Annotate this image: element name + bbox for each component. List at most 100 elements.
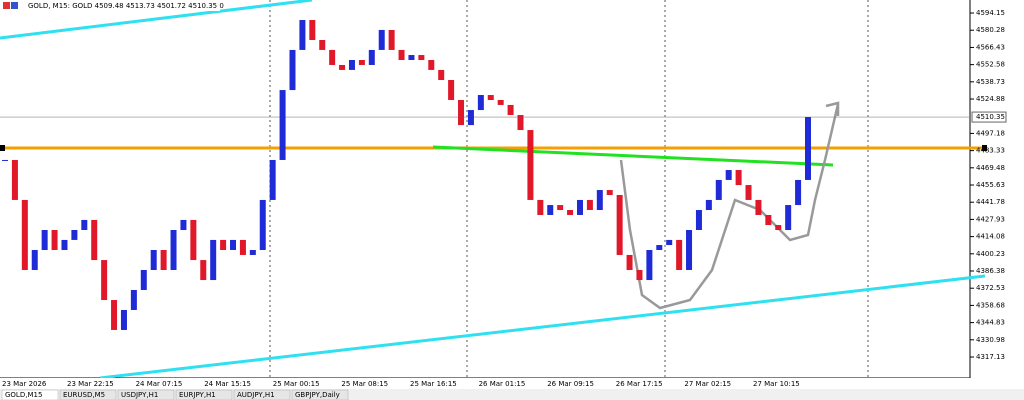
candle (458, 99, 465, 126)
icon (11, 2, 18, 9)
candle (616, 194, 623, 255)
candle (596, 190, 603, 211)
candle (348, 60, 355, 70)
candle (795, 179, 802, 206)
candle (239, 239, 246, 255)
tab-bar (0, 389, 1024, 400)
candle (319, 40, 326, 50)
y-tick-label: 4455.63 (976, 181, 1005, 189)
day-separators (269, 0, 869, 378)
handle (982, 145, 987, 151)
candle (21, 199, 28, 270)
y-tick-label: 4580.28 (976, 26, 1005, 34)
candle (477, 95, 484, 111)
candle (775, 225, 782, 231)
candle (279, 90, 286, 160)
candle (150, 249, 157, 270)
y-tick-label: 4386.38 (976, 267, 1005, 275)
candle (725, 170, 732, 180)
candle (130, 289, 137, 310)
candle (31, 249, 38, 270)
candle (715, 179, 722, 200)
candle (418, 55, 425, 61)
handle (0, 145, 5, 151)
candle (101, 260, 108, 301)
tab[interactable] (233, 389, 291, 400)
candle (805, 117, 811, 180)
candle (61, 239, 68, 250)
candle (71, 230, 78, 240)
tab[interactable] (117, 389, 175, 400)
tab[interactable] (291, 389, 349, 400)
current-price-box (971, 111, 1007, 123)
tab-label: AUDJPY,H1 (237, 391, 275, 399)
candle (358, 60, 365, 65)
candle (180, 219, 187, 231)
candle (299, 20, 306, 50)
candle (41, 230, 48, 250)
candle (329, 49, 336, 65)
tabs: GOLD,M15 EURUSD,M5 USDJPY,H1 EURJPY,H1 AUDJP… (1, 389, 349, 400)
trend-line (99, 274, 986, 380)
x-tick-label: 27 Mar 10:15 (753, 380, 800, 388)
candle (11, 159, 18, 200)
candle (676, 239, 683, 270)
candle (695, 210, 702, 231)
candle (467, 110, 474, 126)
candle (428, 60, 435, 70)
candle (636, 269, 643, 281)
current-price-label: 4510.35 (976, 113, 1005, 121)
candle (170, 230, 177, 270)
tab[interactable] (1, 389, 59, 400)
y-tick-label: 4330.98 (976, 336, 1005, 344)
candle (656, 245, 663, 250)
y-tick-label: 4497.18 (976, 129, 1005, 137)
candle (785, 205, 792, 231)
icon (3, 2, 10, 9)
trend-line (432, 145, 834, 167)
candle (91, 219, 98, 261)
candle (140, 269, 147, 290)
x-tick-label: 26 Mar 01:15 (479, 380, 526, 388)
tab-label: USDJPY,H1 (121, 391, 158, 399)
drawn-path (619, 103, 840, 310)
candle (51, 230, 58, 250)
candle (388, 29, 395, 50)
candle (160, 249, 167, 270)
candle (289, 49, 296, 91)
candle (2, 159, 8, 161)
candle (646, 249, 653, 281)
y-tick-label: 4372.53 (976, 284, 1005, 292)
candle (626, 254, 633, 270)
tab-label: EURJPY,H1 (179, 391, 216, 399)
x-tick-label: 24 Mar 15:15 (204, 380, 251, 388)
x-tick-label: 25 Mar 08:15 (341, 380, 388, 388)
candle (111, 300, 118, 330)
candle (547, 205, 554, 215)
candle (259, 199, 266, 250)
candle (537, 199, 544, 215)
tab-label: GBPJPY,Daily (295, 391, 340, 399)
candle (576, 199, 583, 215)
y-tick-label: 4344.83 (976, 319, 1005, 327)
candle (408, 55, 415, 61)
candle (765, 214, 772, 226)
tab[interactable] (175, 389, 233, 400)
y-tick-label: 4441.78 (976, 198, 1005, 206)
candle (527, 130, 534, 200)
y-tick-label: 4469.48 (976, 164, 1005, 172)
candle (398, 49, 405, 61)
tab-label: GOLD,M15 (5, 391, 42, 399)
candle (517, 115, 524, 131)
candle (339, 64, 346, 70)
candle (735, 170, 742, 186)
candle (487, 95, 494, 100)
y-tick-label: 4358.68 (976, 301, 1005, 309)
time-axis-bg (0, 378, 1024, 389)
y-tick-label: 4317.13 (976, 353, 1005, 361)
candle (249, 249, 256, 255)
tab[interactable] (59, 389, 117, 400)
candle (368, 49, 375, 65)
